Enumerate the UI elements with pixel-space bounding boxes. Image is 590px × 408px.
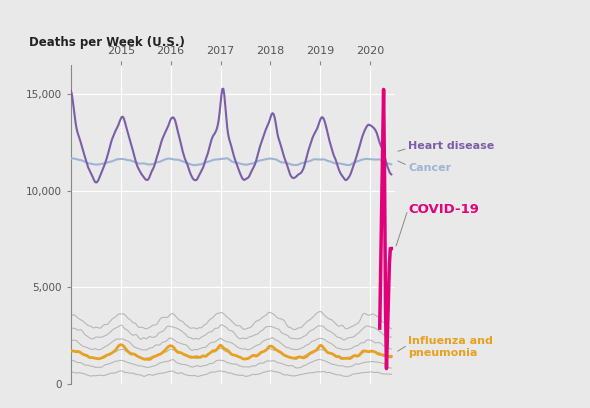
Text: Heart disease: Heart disease xyxy=(408,141,494,151)
Text: COVID-19: COVID-19 xyxy=(408,204,479,216)
Text: Cancer: Cancer xyxy=(408,162,451,173)
Text: Deaths per Week (U.S.): Deaths per Week (U.S.) xyxy=(28,36,185,49)
Text: Influenza and
pneumonia: Influenza and pneumonia xyxy=(408,336,493,358)
